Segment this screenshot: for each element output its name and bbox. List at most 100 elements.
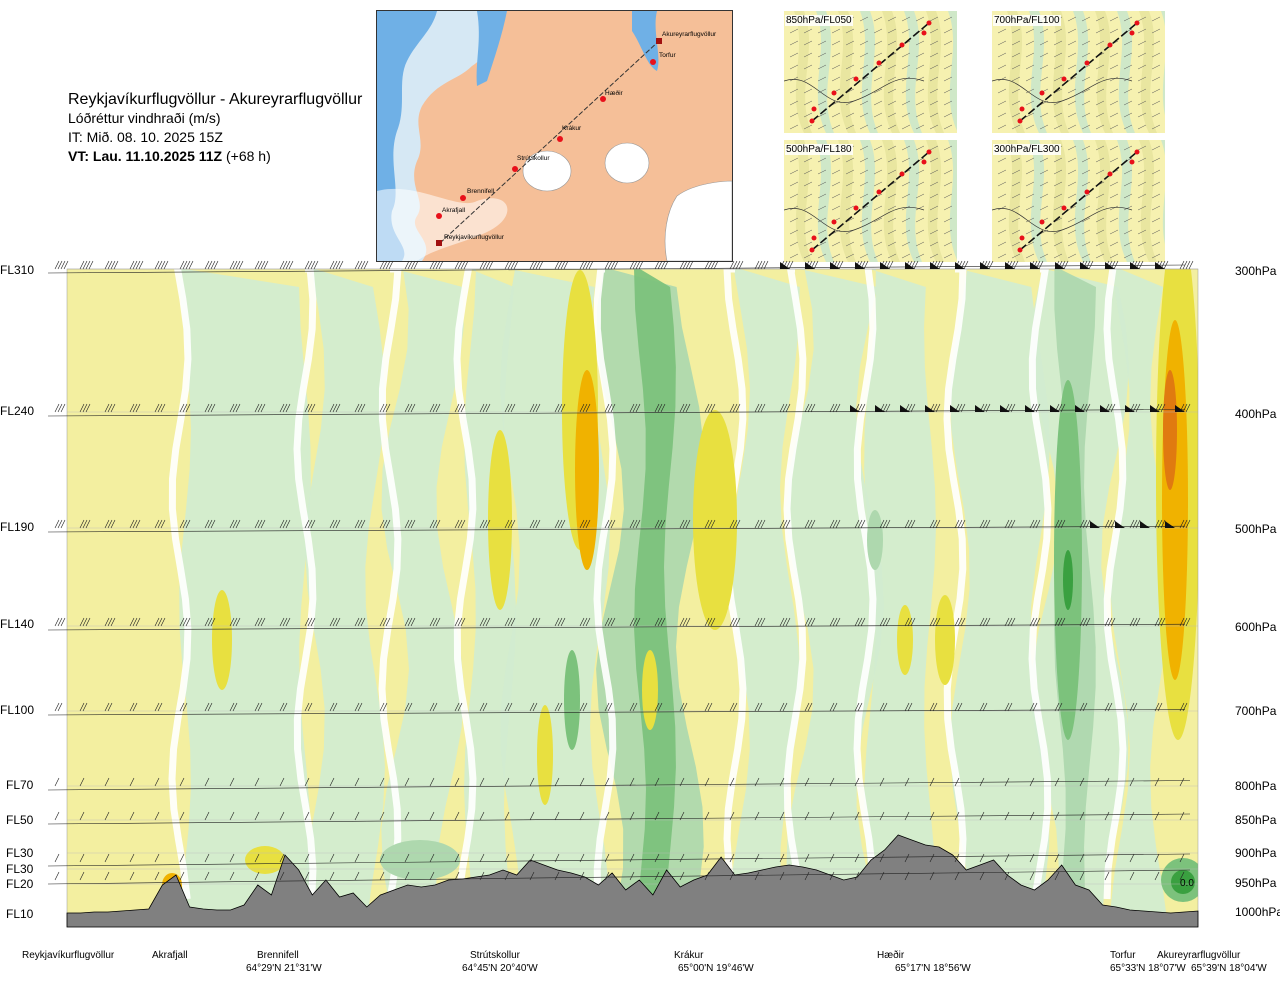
wind-barb xyxy=(685,617,691,627)
field-extremum xyxy=(642,650,658,730)
thumb-waypoint xyxy=(1129,159,1135,165)
thumb-barb xyxy=(789,229,799,235)
wind-barb xyxy=(454,617,460,627)
wind-barb xyxy=(279,811,285,821)
wind-barb xyxy=(1107,617,1113,627)
thumb-barb xyxy=(1011,64,1021,70)
thumb-waypoint xyxy=(1134,149,1140,155)
thumb-barb xyxy=(831,205,841,211)
wind-barb xyxy=(582,260,588,270)
thumb-barb xyxy=(1067,157,1077,163)
wind-barb xyxy=(132,617,138,627)
wind-barb xyxy=(604,403,610,413)
thumb-barb xyxy=(873,124,883,130)
wind-pennant xyxy=(1080,262,1090,269)
thumb-300[interactable]: 300hPa/FL300 xyxy=(992,140,1165,262)
thumb-700[interactable]: 700hPa/FL100 xyxy=(992,11,1165,133)
thumb-barb xyxy=(803,253,813,259)
thumb-barb xyxy=(803,241,813,247)
wind-barb xyxy=(829,519,835,529)
station-label: Akureyrarflugvöllur xyxy=(1157,950,1241,961)
thumb-band xyxy=(948,140,957,260)
wind-barb xyxy=(282,403,288,413)
thumb-barb xyxy=(1137,124,1147,130)
thumb-barb xyxy=(1137,100,1147,106)
thumb-barb xyxy=(1123,241,1133,247)
wind-barb xyxy=(213,260,219,270)
wind-pennant xyxy=(905,262,915,269)
thumb-barb xyxy=(1081,157,1091,163)
hpa-label: 300hPa xyxy=(1235,264,1277,278)
wind-barb xyxy=(732,617,738,627)
wind-barb xyxy=(1085,403,1091,413)
wind-barb xyxy=(404,403,410,413)
thumb-barb xyxy=(1123,253,1133,259)
thumb-barb xyxy=(1109,76,1119,82)
field-bands xyxy=(168,269,1170,927)
wind-barb xyxy=(1138,260,1144,270)
barb-staff xyxy=(47,708,1186,716)
thumb-barb xyxy=(803,40,813,46)
wind-barb xyxy=(529,853,535,863)
wind-barb xyxy=(482,260,488,270)
wind-barb xyxy=(532,260,538,270)
thumb-barb xyxy=(943,40,953,46)
thumb-barb xyxy=(1025,112,1035,118)
wind-barb xyxy=(1157,702,1163,712)
wind-barb xyxy=(660,260,666,270)
wind-barb xyxy=(379,617,385,627)
thumb-barb xyxy=(817,88,827,94)
wind-barb xyxy=(260,617,266,627)
thumb-barb xyxy=(915,181,925,187)
thumb-barb xyxy=(1123,100,1133,106)
field-extremum xyxy=(537,705,553,805)
waypoint-haedir xyxy=(600,96,606,102)
wind-barb xyxy=(579,260,585,270)
wind-barb xyxy=(657,260,663,270)
thumb-barb xyxy=(1151,16,1161,22)
wind-barb xyxy=(982,519,988,529)
thumb-barb xyxy=(1053,205,1063,211)
wind-barb xyxy=(388,260,394,270)
thumb-waypoint xyxy=(1107,42,1113,48)
thumb-band xyxy=(816,140,834,262)
thumb-barb xyxy=(1067,16,1077,22)
thumb-barb xyxy=(929,112,939,118)
station-label: Brennifell xyxy=(257,950,299,961)
thumb-barb xyxy=(1081,16,1091,22)
wind-pennant xyxy=(855,262,865,269)
wind-barb xyxy=(204,853,210,863)
thumb-barb xyxy=(789,169,799,175)
wind-barb xyxy=(1135,519,1141,529)
field-band xyxy=(305,269,385,927)
waypoint-torfur xyxy=(650,59,656,65)
wind-barb xyxy=(182,260,188,270)
thumb-barb xyxy=(1151,145,1161,151)
wind-barb xyxy=(210,519,216,529)
wind-barb xyxy=(1160,617,1166,627)
wind-barb xyxy=(707,519,713,529)
wind-barb xyxy=(513,260,519,270)
wind-barb xyxy=(429,260,435,270)
wind-barb xyxy=(704,853,710,863)
thumb-barb xyxy=(1039,193,1049,199)
wind-barb xyxy=(829,811,835,821)
thumb-barb xyxy=(1137,76,1147,82)
wind-barb xyxy=(185,519,191,529)
thumb-barb xyxy=(929,64,939,70)
wind-barb xyxy=(254,519,260,529)
thumb-850[interactable]: 850hPa/FL050 xyxy=(784,11,957,133)
thumb-barb xyxy=(929,253,939,259)
wind-barb xyxy=(135,617,141,627)
thumb-barb xyxy=(1109,253,1119,259)
thumb-barb xyxy=(943,64,953,70)
wind-barb xyxy=(382,260,388,270)
thumb-500[interactable]: 500hPa/FL180 xyxy=(784,140,957,262)
wind-barb xyxy=(854,617,860,627)
wind-barb xyxy=(107,702,113,712)
wind-barb xyxy=(1004,702,1010,712)
wind-barb xyxy=(585,519,591,529)
wind-barb xyxy=(335,617,341,627)
thumb-barb xyxy=(873,16,883,22)
wind-barb xyxy=(407,260,413,270)
